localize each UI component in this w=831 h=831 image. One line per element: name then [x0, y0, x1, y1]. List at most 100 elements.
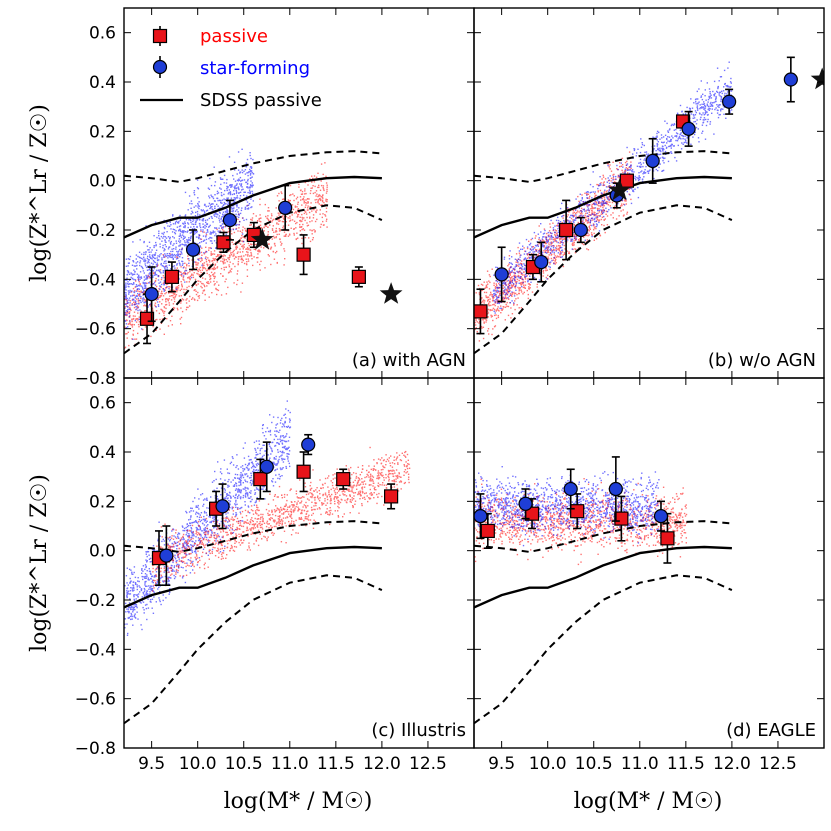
cloud-point: [552, 247, 555, 249]
cloud-point: [566, 216, 568, 218]
cloud-point: [226, 187, 228, 190]
cloud-point: [627, 172, 629, 174]
cloud-point: [526, 254, 529, 256]
cloud-point: [629, 187, 631, 190]
cloud-point: [524, 264, 526, 266]
cloud-point: [506, 301, 508, 304]
cloud-point: [155, 319, 157, 321]
cloud-point: [527, 283, 530, 285]
cloud-point: [200, 285, 202, 288]
cloud-point: [575, 238, 578, 240]
cloud-point: [726, 85, 729, 88]
cloud-point: [549, 252, 552, 254]
cloud-point: [191, 203, 193, 205]
cloud-point: [591, 212, 593, 214]
cloud-point: [596, 202, 598, 204]
cloud-point: [585, 210, 587, 212]
cloud-point: [133, 278, 135, 281]
cloud-point: [236, 279, 239, 281]
cloud-point: [482, 337, 485, 340]
cloud-point: [184, 221, 186, 223]
cloud-point: [162, 265, 164, 267]
cloud-point: [666, 137, 668, 140]
cloud-point: [249, 192, 251, 195]
cloud-point: [309, 206, 311, 208]
cloud-point: [657, 153, 659, 156]
cloud-point: [216, 267, 218, 269]
cloud-point: [290, 227, 292, 229]
cloud-point: [203, 252, 205, 254]
cloud-point: [514, 308, 516, 311]
cloud-point: [673, 123, 676, 126]
cloud-point: [299, 196, 302, 198]
cloud-point: [229, 254, 231, 256]
cloud-point: [590, 208, 592, 210]
cloud-point: [127, 331, 129, 333]
cloud-point: [527, 253, 530, 255]
cloud-point: [230, 238, 232, 240]
cloud-point: [678, 135, 681, 138]
cloud-point: [498, 310, 500, 312]
cloud-point: [144, 287, 146, 289]
cloud-point: [230, 185, 232, 187]
cloud-point: [204, 219, 207, 222]
cloud-point: [624, 172, 626, 175]
cloud-point: [284, 258, 286, 260]
cloud-point: [127, 281, 129, 283]
cloud-point: [214, 181, 217, 183]
cloud-point: [239, 172, 241, 174]
cloud-point: [513, 293, 516, 295]
cloud-point: [251, 182, 253, 184]
cloud-point: [503, 290, 505, 292]
cloud-point: [527, 297, 529, 300]
cloud-point: [142, 288, 144, 290]
cloud-point: [143, 299, 145, 301]
cloud-point: [127, 283, 129, 285]
cloud-point: [229, 192, 231, 194]
cloud-point: [247, 207, 250, 209]
cloud-point: [196, 299, 199, 302]
cloud-point: [491, 309, 493, 311]
cloud-point: [128, 315, 131, 318]
cloud-point: [624, 171, 626, 173]
cloud-point: [222, 216, 224, 218]
cloud-point: [154, 302, 157, 304]
cloud-point: [198, 201, 200, 203]
cloud-point: [574, 239, 577, 241]
cloud-point: [263, 230, 265, 232]
cloud-point: [568, 237, 571, 239]
cloud-point: [283, 248, 285, 250]
cloud-point: [241, 148, 243, 150]
cloud-point: [212, 196, 214, 198]
cloud-point: [199, 223, 201, 225]
cloud-point: [180, 300, 183, 302]
cloud-point: [155, 249, 158, 251]
cloud-point: [290, 194, 292, 196]
cloud-point: [612, 212, 614, 214]
cloud-point: [496, 308, 499, 310]
cloud-point: [578, 240, 580, 242]
cloud-point: [282, 221, 284, 223]
cloud-point: [500, 307, 503, 310]
cloud-point: [136, 268, 138, 270]
cloud-point: [542, 236, 544, 238]
cloud-point: [659, 153, 662, 155]
cloud-point: [489, 275, 491, 278]
cloud-point: [150, 251, 152, 253]
cloud-point: [139, 271, 142, 273]
cloud-point: [148, 282, 150, 284]
cloud-point: [140, 291, 142, 293]
cloud-point: [508, 288, 510, 290]
cloud-point: [263, 226, 265, 229]
cloud-point: [208, 261, 211, 263]
cloud-point: [686, 137, 688, 139]
cloud-point: [301, 226, 303, 228]
cloud-point: [541, 245, 543, 248]
cloud-point: [324, 162, 326, 164]
cloud-point: [498, 302, 500, 305]
cloud-point: [241, 171, 244, 174]
cloud-point: [518, 263, 520, 266]
cloud-point: [131, 304, 133, 306]
cloud-point: [236, 183, 238, 185]
cloud-point: [237, 151, 240, 153]
